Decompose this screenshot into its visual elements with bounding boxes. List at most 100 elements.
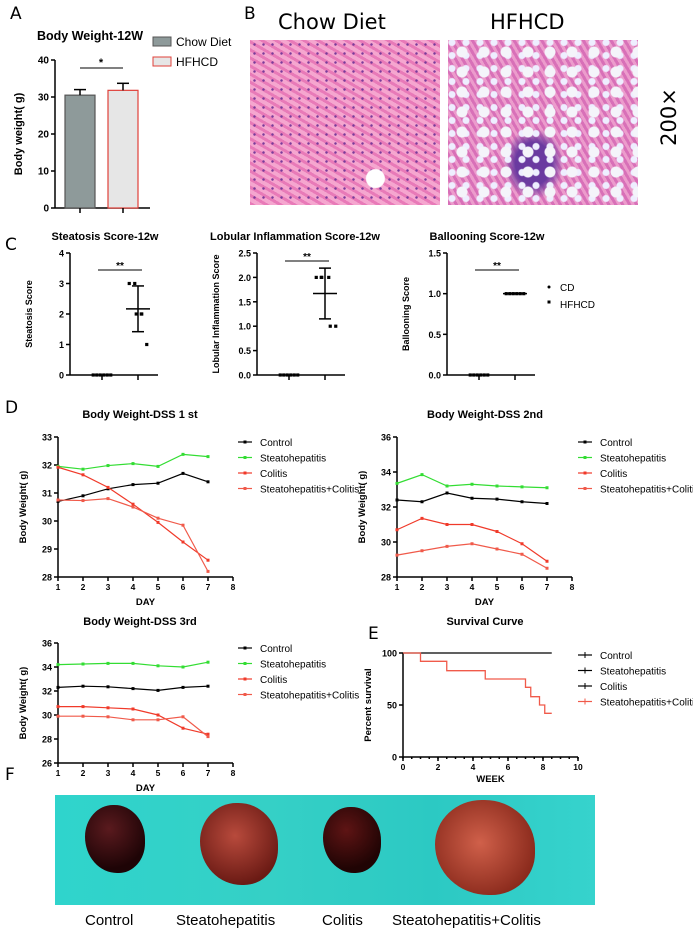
- x-tick-label: 4: [131, 768, 136, 778]
- y-axis-label: Body Weight( g): [357, 471, 368, 544]
- x-tick-label: 6: [181, 768, 186, 778]
- data-point-steatohepatitis: [131, 661, 135, 665]
- data-point-cd: [296, 373, 300, 377]
- series-line-steatohepatitis-colitis: [396, 543, 548, 569]
- x-tick-label: 2: [436, 762, 441, 772]
- significance-marker: *: [99, 57, 104, 69]
- x-tick-label: 8: [541, 762, 546, 772]
- y-axis-label: Ballooning Score: [401, 277, 411, 351]
- chart-title: Ballooning Score-12w: [430, 231, 545, 243]
- data-point-control: [495, 497, 499, 501]
- data-point-steatohepatitis: [520, 485, 524, 489]
- data-point-control: [181, 685, 185, 689]
- data-point-steatohepatitis-colitis: [206, 569, 210, 573]
- y-tick-label: 100: [382, 649, 397, 659]
- data-point-steatohepatitis: [181, 665, 185, 669]
- data-point-steatohepatitis-colitis: [206, 735, 210, 739]
- panel-label-f: F: [5, 765, 15, 785]
- legend-marker: [547, 285, 551, 289]
- data-point-steatohepatitis: [131, 462, 135, 466]
- legend-marker: [583, 471, 587, 475]
- y-tick-label: 28: [381, 573, 391, 583]
- data-point-colitis: [445, 523, 449, 526]
- x-tick-label: 4: [471, 762, 476, 772]
- photo-label-colitis: Colitis: [322, 912, 363, 929]
- chart-title: Body Weight-DSS 1 st: [82, 409, 198, 421]
- survival-step-steatohepatitis-colitis: [403, 652, 552, 714]
- y-axis-label: Percent survival: [363, 668, 374, 741]
- chart-title: Lobular Inflammation Score-12w: [210, 231, 380, 243]
- data-point-cd: [289, 373, 293, 377]
- data-point-control: [420, 500, 424, 504]
- data-point-steatohepatitis-colitis: [131, 718, 135, 722]
- y-tick-label: 3: [59, 279, 64, 289]
- y-tick-label: 0.0: [428, 371, 441, 381]
- legend-label-colitis: Colitis: [260, 469, 287, 480]
- legend-label-control: Control: [260, 438, 292, 449]
- y-axis-label: Body weight( g): [13, 92, 25, 175]
- data-point-steatohepatitis: [106, 661, 110, 665]
- legend-marker: [243, 677, 247, 681]
- histology-image-hfhcd: [448, 40, 638, 205]
- legend-label-steatohepatitis-colitis: Steatohepatitis+Colitis: [600, 698, 693, 709]
- data-point-cd: [285, 373, 289, 377]
- data-point-cd: [282, 373, 286, 377]
- data-point-steatohepatitis: [545, 486, 549, 490]
- data-point-cd: [98, 373, 102, 377]
- y-tick-label: 30: [42, 711, 52, 721]
- data-point-colitis: [495, 530, 499, 533]
- liver-steatohepatitis: [200, 803, 278, 885]
- data-point-control: [131, 483, 135, 487]
- legend-label-steatohepatitis: Steatohepatitis: [260, 454, 326, 465]
- data-point-cd: [479, 373, 483, 377]
- data-point-steatohepatitis: [156, 664, 160, 668]
- y-tick-label: 28: [42, 573, 52, 583]
- y-tick-label: 34: [42, 663, 52, 673]
- x-tick-label: 2: [81, 582, 86, 592]
- data-point-cd: [472, 373, 476, 377]
- y-tick-label: 30: [381, 538, 391, 548]
- x-tick-label: 7: [206, 768, 211, 778]
- data-point-steatohepatitis: [206, 660, 210, 664]
- data-point-steatohepatitis-colitis: [470, 542, 474, 546]
- legend-marker: [243, 456, 247, 459]
- data-point-colitis: [470, 523, 474, 526]
- data-point-colitis: [395, 528, 399, 532]
- x-tick-label: 3: [106, 582, 111, 592]
- histology-image-chow: [250, 40, 440, 205]
- legend-label: Chow Diet: [176, 35, 232, 49]
- data-point-control: [206, 480, 210, 484]
- y-axis-label: Lobular Inflammation Score: [211, 254, 221, 373]
- legend-marker: [243, 693, 247, 696]
- x-tick-label: 2: [81, 768, 86, 778]
- data-point-hfhcd: [328, 324, 332, 328]
- photo-label-steatohepatitis-colitis: Steatohepatitis+Colitis: [392, 912, 541, 929]
- y-tick-label: 30: [42, 517, 52, 527]
- data-point-steatohepatitis-colitis: [495, 547, 499, 551]
- y-tick-label: 0: [392, 753, 397, 763]
- y-tick-label: 36: [381, 433, 391, 443]
- data-point-colitis: [545, 559, 549, 563]
- data-point-steatohepatitis: [445, 484, 449, 488]
- photo-label-control: Control: [85, 912, 134, 929]
- data-point-steatohepatitis: [56, 663, 60, 667]
- data-point-colitis: [520, 542, 524, 546]
- data-point-control: [156, 688, 160, 692]
- data-point-steatohepatitis-colitis: [520, 552, 524, 556]
- panel-label-b: B: [244, 4, 256, 24]
- y-tick-label: 50: [387, 701, 397, 711]
- data-point-control: [81, 684, 85, 688]
- y-tick-label: 20: [38, 130, 50, 141]
- legend-label: HFHCD: [560, 300, 595, 311]
- data-point-control: [156, 481, 160, 485]
- x-tick-label: 0: [401, 762, 406, 772]
- data-point-steatohepatitis: [420, 473, 424, 477]
- legend-marker: [547, 300, 551, 304]
- x-tick-label: 3: [445, 582, 450, 592]
- chart-title: Body Weight-12W: [37, 29, 143, 43]
- x-tick-label: 6: [506, 762, 511, 772]
- y-tick-label: 1.5: [238, 297, 251, 307]
- y-tick-label: 32: [42, 687, 52, 697]
- x-tick-label: 6: [520, 582, 525, 592]
- data-point-colitis: [156, 713, 160, 717]
